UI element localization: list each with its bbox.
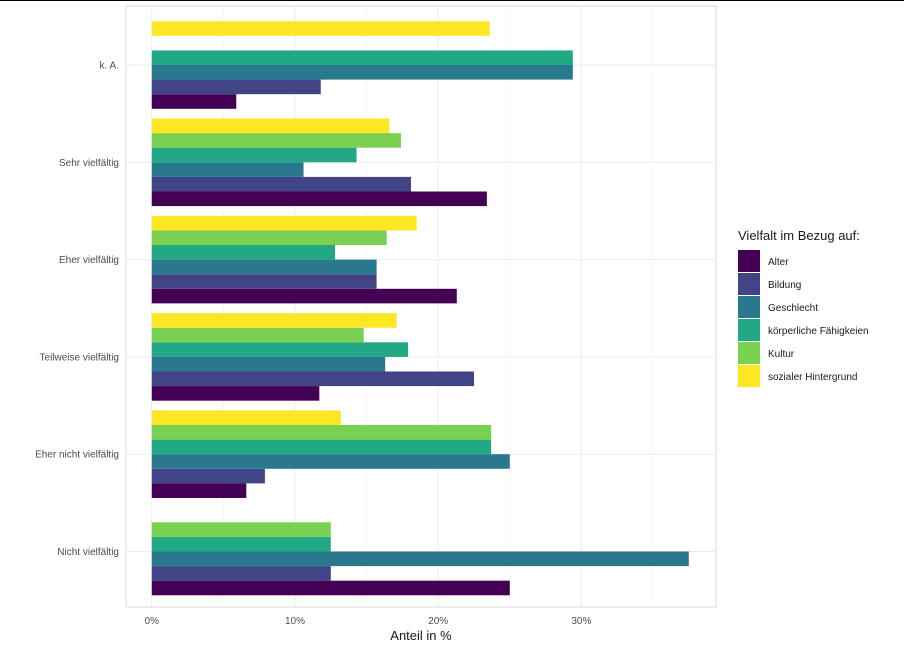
bar — [151, 386, 320, 401]
bar — [151, 133, 401, 148]
bar — [151, 425, 492, 440]
legend-key — [738, 296, 760, 318]
legend-key — [738, 273, 760, 295]
bar — [151, 215, 417, 231]
bar — [151, 468, 265, 484]
y-tick-label: Eher vielfältig — [59, 255, 119, 266]
x-axis-labels: 0% 10% 20% 30% — [145, 616, 592, 627]
bar — [151, 288, 457, 304]
bar — [151, 65, 573, 80]
bar — [151, 483, 247, 498]
bar — [151, 79, 321, 95]
bar — [151, 259, 377, 275]
legend-key — [738, 342, 760, 364]
legend-label: körperliche Fähigkeien — [768, 326, 869, 337]
bar — [151, 566, 331, 581]
top-border-line — [0, 0, 904, 1]
x-axis-title: Anteil in % — [390, 628, 452, 643]
legend-label: Kultur — [768, 349, 795, 360]
bar — [151, 94, 237, 109]
legend-key — [738, 250, 760, 272]
bar — [151, 176, 411, 192]
bar — [151, 230, 387, 246]
x-tick-label: 30% — [571, 616, 591, 627]
bar — [151, 551, 689, 567]
legend-title: Vielfalt im Bezug auf: — [738, 228, 860, 243]
legend-key — [738, 365, 760, 387]
bar — [151, 356, 386, 372]
bar — [151, 327, 364, 343]
y-tick-label: Eher nicht vielfältig — [35, 450, 119, 461]
bar — [151, 118, 390, 134]
bar — [151, 162, 304, 177]
bar — [151, 50, 573, 65]
y-tick-label: Teilweise vielfältig — [40, 352, 119, 363]
legend-label: Bildung — [768, 280, 801, 291]
legend-label: sozialer Hintergrund — [768, 372, 858, 383]
bar — [151, 454, 510, 469]
bar — [151, 371, 474, 387]
bar — [151, 21, 490, 36]
y-tick-label: Sehr vielfältig — [59, 158, 119, 169]
x-tick-label: 20% — [428, 616, 448, 627]
legend-label: Geschlecht — [768, 303, 818, 314]
bar — [151, 147, 357, 163]
bar — [151, 410, 341, 426]
legend-key — [738, 319, 760, 341]
x-tick-label: 0% — [145, 616, 160, 627]
bar — [151, 274, 377, 289]
x-tick-label: 10% — [285, 616, 305, 627]
y-tick-label: Nicht vielfältig — [57, 547, 119, 558]
bar — [151, 342, 409, 357]
bar — [151, 245, 336, 260]
y-axis-labels: Nicht vielfältig Eher nicht vielfältig Tei… — [35, 61, 119, 559]
bars — [151, 21, 689, 596]
bar — [151, 536, 331, 552]
bar — [151, 522, 331, 537]
bar — [151, 439, 492, 455]
legend: Vielfalt im Bezug auf: Alter Bildung Gesch… — [738, 228, 869, 387]
bar — [151, 313, 397, 328]
y-tick-label: k. A. — [100, 61, 119, 72]
legend-label: Alter — [768, 257, 789, 268]
bar — [151, 580, 510, 596]
bar — [151, 191, 487, 207]
